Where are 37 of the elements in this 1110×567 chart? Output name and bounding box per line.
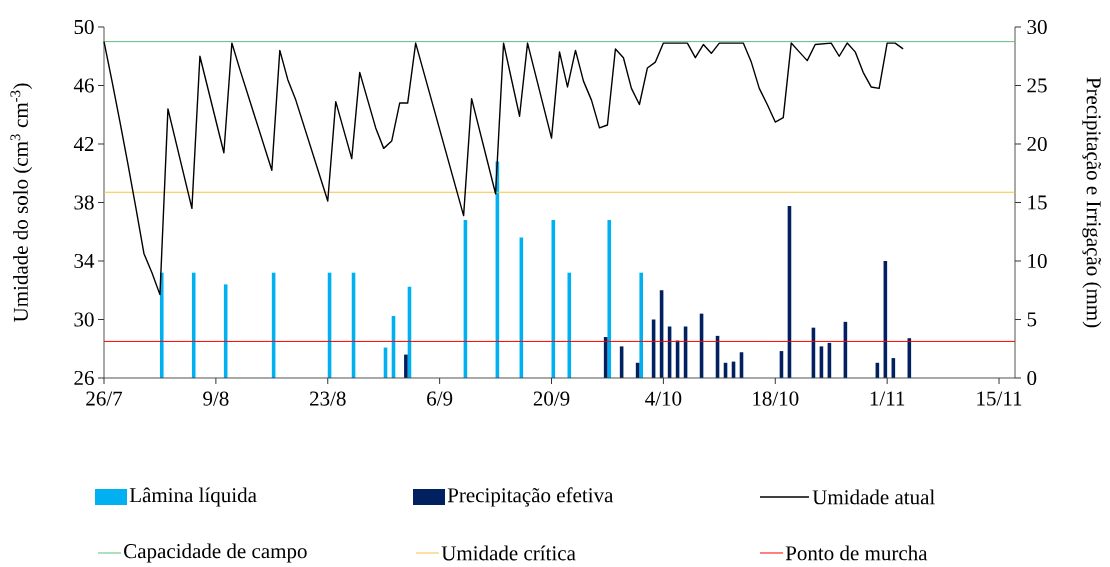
y2-tick-label: 20 — [1027, 136, 1047, 152]
y-tick-label: 34 — [74, 253, 95, 269]
y-tick-label: 38 — [74, 195, 94, 210]
legend-label: Capacidade de campo — [124, 543, 307, 563]
bar — [404, 354, 408, 378]
x-tick-label: 1/11 — [870, 391, 905, 406]
bar — [607, 220, 612, 378]
legend-label: Umidade crítica — [441, 545, 576, 561]
x-tick-label: 15/11 — [977, 391, 1022, 406]
y-tick-label: 30 — [74, 312, 94, 327]
legend-label: Precipitação efetiva — [447, 487, 614, 507]
y2-tick-label: 5 — [1027, 312, 1037, 327]
bar — [639, 272, 644, 378]
y-tick-label: 26 — [74, 370, 94, 386]
x-tick-label: 23/8 — [310, 391, 346, 406]
x-tick-label: 20/9 — [533, 391, 570, 406]
y2-axis-title: Precipitação e Irrigação (mm) — [1082, 77, 1102, 328]
y-tick-label: 50 — [74, 19, 94, 35]
x-tick-label: 9/8 — [203, 391, 229, 406]
bar — [159, 272, 164, 378]
x-tick-label: 4/10 — [645, 391, 682, 406]
y-tick-label: 46 — [73, 78, 94, 93]
line-series — [103, 40, 904, 296]
y2-tick-label: 15 — [1028, 195, 1047, 210]
x-tick-label: 26/7 — [86, 391, 123, 406]
legend-label: Lâmina líquida — [129, 487, 257, 507]
x-tick-label: 6/9 — [427, 391, 453, 406]
legend-label: Ponto de murcha — [785, 545, 928, 561]
y2-tick-label: 30 — [1027, 19, 1047, 35]
bar — [191, 272, 196, 378]
y-axis-title: Umidade do solo (cm$^{3}$ cm$^{-3}$) — [10, 83, 33, 322]
y-tick-label: 42 — [73, 137, 94, 151]
y2-tick-label: 0 — [1027, 370, 1037, 386]
y2-tick-label: 10 — [1028, 253, 1047, 269]
x-tick-label: 18/10 — [753, 391, 799, 406]
legend-label: Umidade atual — [812, 489, 935, 505]
y2-tick-label: 25 — [1027, 78, 1047, 93]
